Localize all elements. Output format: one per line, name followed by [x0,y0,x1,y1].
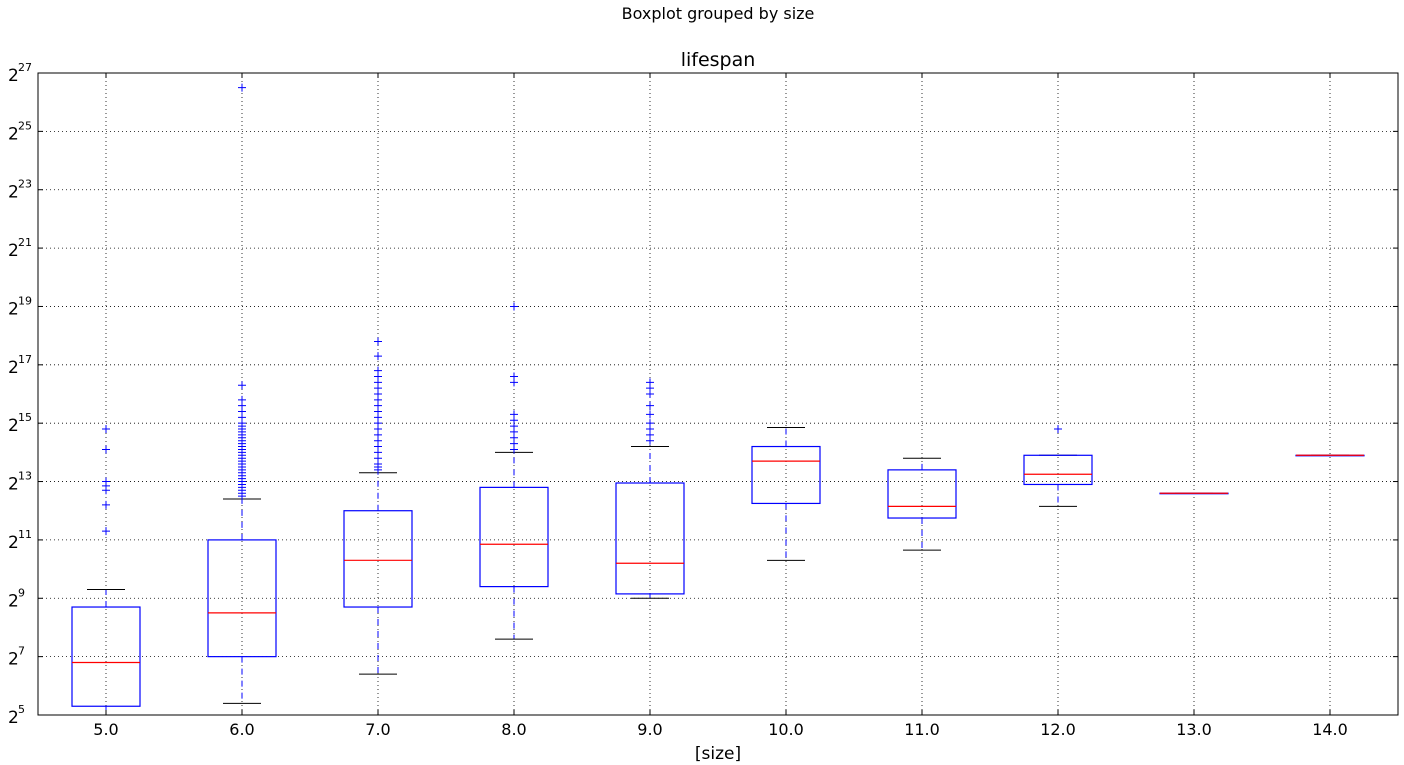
grid-layer [38,72,1398,716]
flier-point [238,381,246,390]
flier-point [646,410,654,419]
box-rect [1023,454,1093,486]
box-rect [207,539,277,658]
x-tick-label: 7.0 [365,720,390,739]
box-group-6.0 [207,83,277,704]
y-tick-label-base: 2 [8,358,19,378]
y-tick-label-exponent: 19 [18,294,32,307]
y-tick-label-base: 2 [8,416,19,436]
flier-point [374,337,382,346]
flier-point [646,419,654,428]
x-tick-label: 9.0 [637,720,662,739]
box-rect [751,445,821,505]
box-group-8.0 [479,302,549,640]
x-tick-label: 5.0 [93,720,118,739]
box-group-14.0 [1295,454,1365,457]
y-tick-label-base: 2 [8,299,19,319]
y-tick-label-base: 2 [8,124,19,144]
x-tick-label: 14.0 [1312,720,1348,739]
y-tick-label-base: 2 [8,183,19,203]
box-group-13.0 [1159,492,1229,495]
flier-point [510,410,518,419]
x-tick-label: 10.0 [768,720,804,739]
y-tick-label-exponent: 13 [18,470,32,483]
y-tick-label-base: 2 [8,708,19,728]
box-group-11.0 [887,457,957,551]
box-group-12.0 [1023,425,1093,507]
x-tick-label: 6.0 [229,720,254,739]
flier-point [238,395,246,404]
x-tick-label: 8.0 [501,720,526,739]
flier-point [102,527,110,536]
y-tick-label-base: 2 [8,533,19,553]
y-tick-layer: 2 52 72 92 112 132 152 172 192 212 232 252 27 [8,61,1398,728]
x-axis-label: [size] [695,744,741,764]
y-tick-label-exponent: 21 [18,236,32,249]
y-tick-label-exponent: 23 [18,178,32,191]
chart-suptitle: Boxplot grouped by size [622,4,815,23]
y-tick-label-exponent: 27 [18,61,32,74]
y-tick-label-base: 2 [8,591,19,611]
x-tick-label: 11.0 [904,720,940,739]
box-group-5.0 [71,425,141,716]
box-rect [479,486,549,588]
y-tick-label-exponent: 9 [18,586,25,599]
y-tick-label-exponent: 11 [18,528,32,541]
y-tick-label-exponent: 25 [18,119,32,132]
y-tick-label-base: 2 [8,66,19,86]
flier-point [510,372,518,381]
chart-title: lifespan [681,49,756,71]
flier-point [374,366,382,375]
y-tick-label-base: 2 [8,475,19,495]
y-tick-label-exponent: 17 [18,353,32,366]
y-tick-label-exponent: 5 [18,703,25,716]
box-rect [887,469,957,519]
box-group-10.0 [751,427,821,561]
plot-frame [37,72,1399,716]
box-rect [343,510,413,608]
x-tick-label: 12.0 [1040,720,1076,739]
y-tick-label-base: 2 [8,650,19,670]
box-rect [71,606,141,707]
flier-point [238,83,246,92]
flier-point [646,401,654,410]
flier-point [646,378,654,387]
x-tick-layer: 5.0 6.0 7.0 8.0 9.0 10.0 11.0 12.0 13.0 14.0 [93,73,1348,739]
flier-point [102,500,110,509]
flier-point [102,445,110,454]
flier-point [102,477,110,486]
flier-point [374,352,382,361]
flier-point [510,302,518,311]
y-tick-label-exponent: 15 [18,411,32,424]
flier-point [102,425,110,434]
x-tick-label: 13.0 [1176,720,1212,739]
box-rect [615,482,685,595]
y-tick-label-base: 2 [8,241,19,261]
box-layer [71,83,1365,716]
box-group-9.0 [615,378,685,599]
y-tick-label-exponent: 7 [18,645,25,658]
box-group-7.0 [343,337,413,675]
flier-point [1054,425,1062,434]
